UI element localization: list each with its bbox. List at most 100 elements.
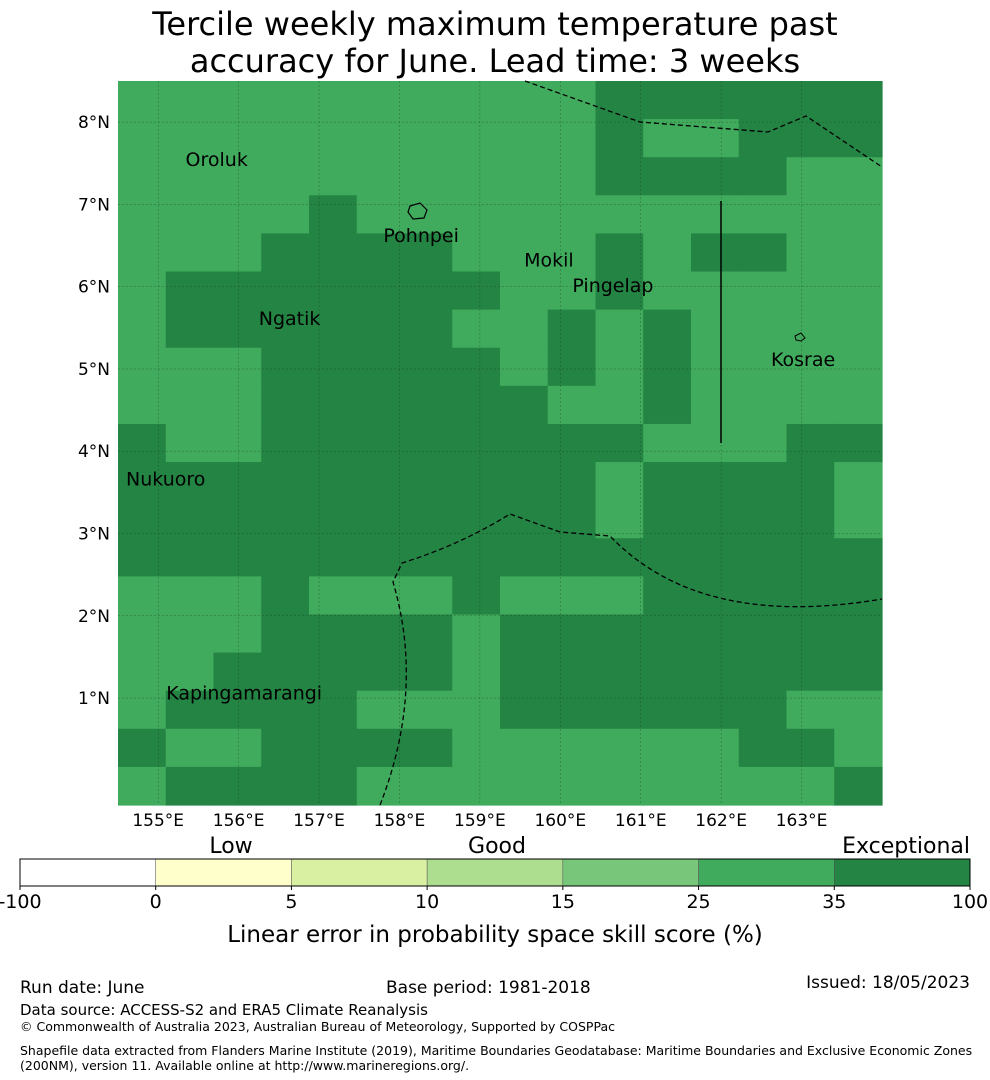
- place-label: Kapingamarangi: [166, 682, 322, 704]
- grid-cell: [213, 423, 262, 463]
- grid-cell: [118, 500, 167, 539]
- grid-cell: [691, 690, 740, 730]
- grid-cell: [404, 690, 453, 730]
- grid-cell: [261, 233, 310, 273]
- grid-cell: [643, 614, 692, 654]
- grid-cell: [452, 81, 501, 120]
- grid-cell: [786, 195, 835, 235]
- grid-cell: [404, 500, 453, 539]
- grid-cell: [118, 233, 167, 273]
- grid-cell: [643, 347, 692, 387]
- grid-cell: [786, 500, 835, 539]
- longitude-tick-label: 159°E: [454, 811, 506, 831]
- grid-cell: [404, 614, 453, 654]
- grid-cell: [261, 119, 310, 158]
- grid-cell: [834, 538, 883, 577]
- grid-cell: [165, 423, 215, 463]
- grid-cell: [213, 576, 262, 616]
- grid-cell: [165, 271, 215, 311]
- grid-cell: [165, 690, 215, 730]
- grid-cell: [213, 271, 262, 311]
- grid-cell: [691, 195, 740, 235]
- grid-cell: [547, 81, 597, 120]
- grid-cell: [643, 233, 692, 273]
- grid-cell: [595, 538, 644, 577]
- grid-cell: [118, 271, 167, 311]
- grid-cell: [547, 690, 597, 730]
- grid-cell: [643, 195, 692, 235]
- grid-cell: [165, 347, 215, 387]
- longitude-tick-label: 160°E: [534, 811, 586, 831]
- grid-cell: [261, 423, 310, 463]
- colorbar-category-label: Good: [468, 834, 526, 859]
- grid-cell: [356, 538, 406, 577]
- grid-cell: [118, 157, 167, 196]
- grid-cell: [547, 614, 597, 654]
- grid-cell: [500, 462, 549, 501]
- grid-cell: [834, 309, 883, 349]
- grid-cell: [118, 728, 167, 768]
- grid-cell: [356, 766, 406, 806]
- grid-cell: [738, 233, 788, 273]
- grid-cell: [691, 728, 740, 768]
- grid-cell: [261, 385, 310, 425]
- grid-cell: [547, 385, 597, 425]
- grid-cell: [309, 233, 358, 273]
- grid-cell: [261, 347, 310, 387]
- grid-cell: [738, 538, 788, 577]
- grid-cell: [738, 500, 788, 539]
- grid-cell: [165, 728, 215, 768]
- copyright: © Commonwealth of Australia 2023, Austra…: [20, 1019, 615, 1034]
- grid-cell: [500, 309, 549, 349]
- grid-cell: [786, 233, 835, 273]
- grid-cell: [547, 652, 597, 692]
- grid-cell: [834, 385, 883, 425]
- grid-cell: [452, 462, 501, 501]
- latitude-tick-label: 8°N: [78, 113, 110, 133]
- grid-cell: [786, 614, 835, 654]
- grid-cell: [118, 119, 167, 158]
- grid-cell: [834, 271, 883, 311]
- grid-cell: [786, 347, 835, 387]
- colorbar-tick-label: 35: [822, 891, 846, 913]
- latitude-tick-label: 5°N: [78, 360, 110, 380]
- grid-cell: [691, 538, 740, 577]
- grid-cell: [643, 500, 692, 539]
- grid-cell: [165, 614, 215, 654]
- grid-cell: [261, 652, 310, 692]
- grid-cell: [118, 195, 167, 235]
- grid-cell: [643, 309, 692, 349]
- grid-cell: [404, 538, 453, 577]
- grid-cell: [452, 271, 501, 311]
- grid-cell: [404, 119, 453, 158]
- grid-cell: [786, 385, 835, 425]
- grid-cell: [786, 690, 835, 730]
- grid-cell: [213, 233, 262, 273]
- grid-cell: [165, 538, 215, 577]
- colorbar-tick-label: 5: [285, 891, 297, 913]
- grid-cell: [118, 538, 167, 577]
- grid-cell: [786, 652, 835, 692]
- longitude-tick-label: 163°E: [776, 811, 828, 831]
- grid-cell: [213, 309, 262, 349]
- grid-cell: [643, 271, 692, 311]
- grid-cell: [595, 309, 644, 349]
- grid-cell: [213, 347, 262, 387]
- grid-cell: [691, 271, 740, 311]
- eez-boundary-north: [524, 80, 883, 168]
- grid-cell: [500, 157, 549, 196]
- grid-cell: [261, 576, 310, 616]
- grid-cell: [500, 500, 549, 539]
- grid-cell: [213, 385, 262, 425]
- grid-cell: [261, 690, 310, 730]
- grid-cell: [595, 233, 644, 273]
- grid-cell: [356, 500, 406, 539]
- grid-cell: [261, 81, 310, 120]
- grid-cell: [452, 766, 501, 806]
- grid-cell: [786, 309, 835, 349]
- place-label: Pohnpei: [383, 225, 459, 247]
- grid-cell: [309, 538, 358, 577]
- colorbar-frame: [19, 858, 971, 887]
- grid-cell: [261, 538, 310, 577]
- colorbar: -100 0 5 10 15 25 35 100 Low Good Exceptional Linea…: [0, 834, 988, 948]
